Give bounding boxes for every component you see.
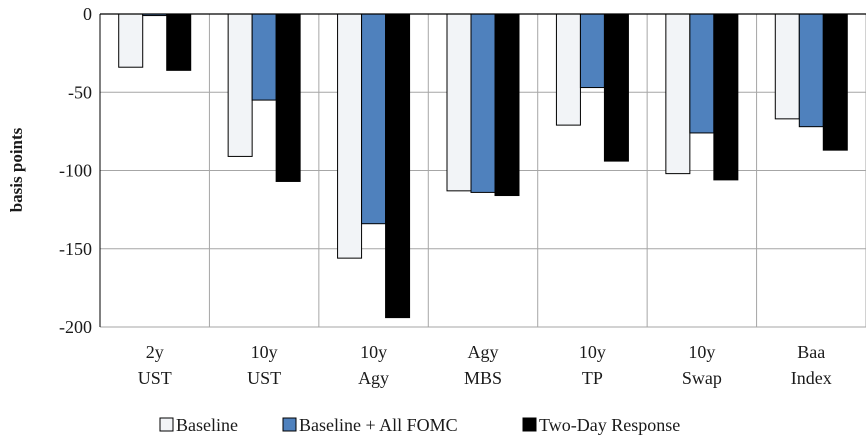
bar-2-4 bbox=[470, 13, 496, 193]
bar-1-7 bbox=[774, 13, 800, 120]
bar-3-4 bbox=[494, 13, 520, 197]
x-tick-label-4-line-1: Agy bbox=[468, 342, 499, 362]
legend-label-2: Baseline + All FOMC bbox=[299, 415, 458, 435]
y-tick-label-0: 0 bbox=[83, 4, 92, 24]
bar-2-5 bbox=[579, 13, 605, 89]
y-tick-label-4: -200 bbox=[59, 317, 92, 337]
x-tick-label-5-line-2: TP bbox=[582, 368, 603, 388]
x-tick-label-3-line-2: Agy bbox=[358, 368, 389, 388]
legend-swatch-3 bbox=[522, 417, 537, 432]
bar-1-2 bbox=[227, 13, 253, 157]
bar-2-2 bbox=[251, 13, 277, 101]
axes bbox=[99, 13, 866, 327]
bar-2-7 bbox=[798, 13, 824, 128]
bar-1-4 bbox=[446, 13, 472, 192]
bar-2-3 bbox=[361, 13, 387, 225]
y-tick-label-1: -50 bbox=[68, 82, 92, 102]
legend-swatch-1 bbox=[159, 417, 174, 432]
bar-2-6 bbox=[689, 13, 715, 134]
x-tick-label-3-line-1: 10y bbox=[360, 342, 387, 362]
bar-1-3 bbox=[337, 13, 363, 259]
x-tick-label-4-line-2: MBS bbox=[464, 368, 502, 388]
x-tick-label-1-line-1: 2y bbox=[146, 342, 164, 362]
y-tick-label-2: -100 bbox=[59, 161, 92, 181]
bar-1-5 bbox=[555, 13, 581, 126]
bar-3-1 bbox=[166, 13, 192, 71]
bar-3-5 bbox=[603, 13, 629, 162]
x-tick-label-2-line-1: 10y bbox=[251, 342, 278, 362]
x-tick-label-1-line-2: UST bbox=[138, 368, 172, 388]
y-tick-labels: 0 -50 -100 -150 -200 bbox=[59, 4, 92, 337]
y-axis-label: basis points bbox=[7, 127, 26, 212]
legend-label-1: Baseline bbox=[176, 415, 238, 435]
legend-swatch-2 bbox=[282, 417, 297, 432]
legend-label-3: Two-Day Response bbox=[539, 415, 680, 435]
bar-3-7 bbox=[822, 13, 848, 151]
x-tick-label-7-line-2: Index bbox=[791, 368, 832, 388]
bar-3-2 bbox=[275, 13, 301, 182]
y-tick-label-3: -150 bbox=[59, 239, 92, 259]
x-tick-label-6-line-1: 10y bbox=[688, 342, 715, 362]
bars bbox=[118, 13, 848, 319]
bar-1-6 bbox=[665, 13, 691, 175]
bar-3-6 bbox=[713, 13, 739, 181]
bar-3-3 bbox=[385, 13, 411, 319]
x-tick-label-5-line-1: 10y bbox=[579, 342, 606, 362]
x-tick-label-6-line-2: Swap bbox=[682, 368, 722, 388]
x-tick-labels: 2y UST 10y UST 10y Agy Agy MBS 10y TP 10y Swap Baa In… bbox=[138, 342, 832, 388]
bar-1-1 bbox=[118, 13, 144, 68]
x-tick-label-7-line-1: Baa bbox=[797, 342, 825, 362]
legend: Baseline Baseline + All FOMC Two-Day Respo… bbox=[159, 415, 680, 435]
x-tick-label-2-line-2: UST bbox=[247, 368, 281, 388]
